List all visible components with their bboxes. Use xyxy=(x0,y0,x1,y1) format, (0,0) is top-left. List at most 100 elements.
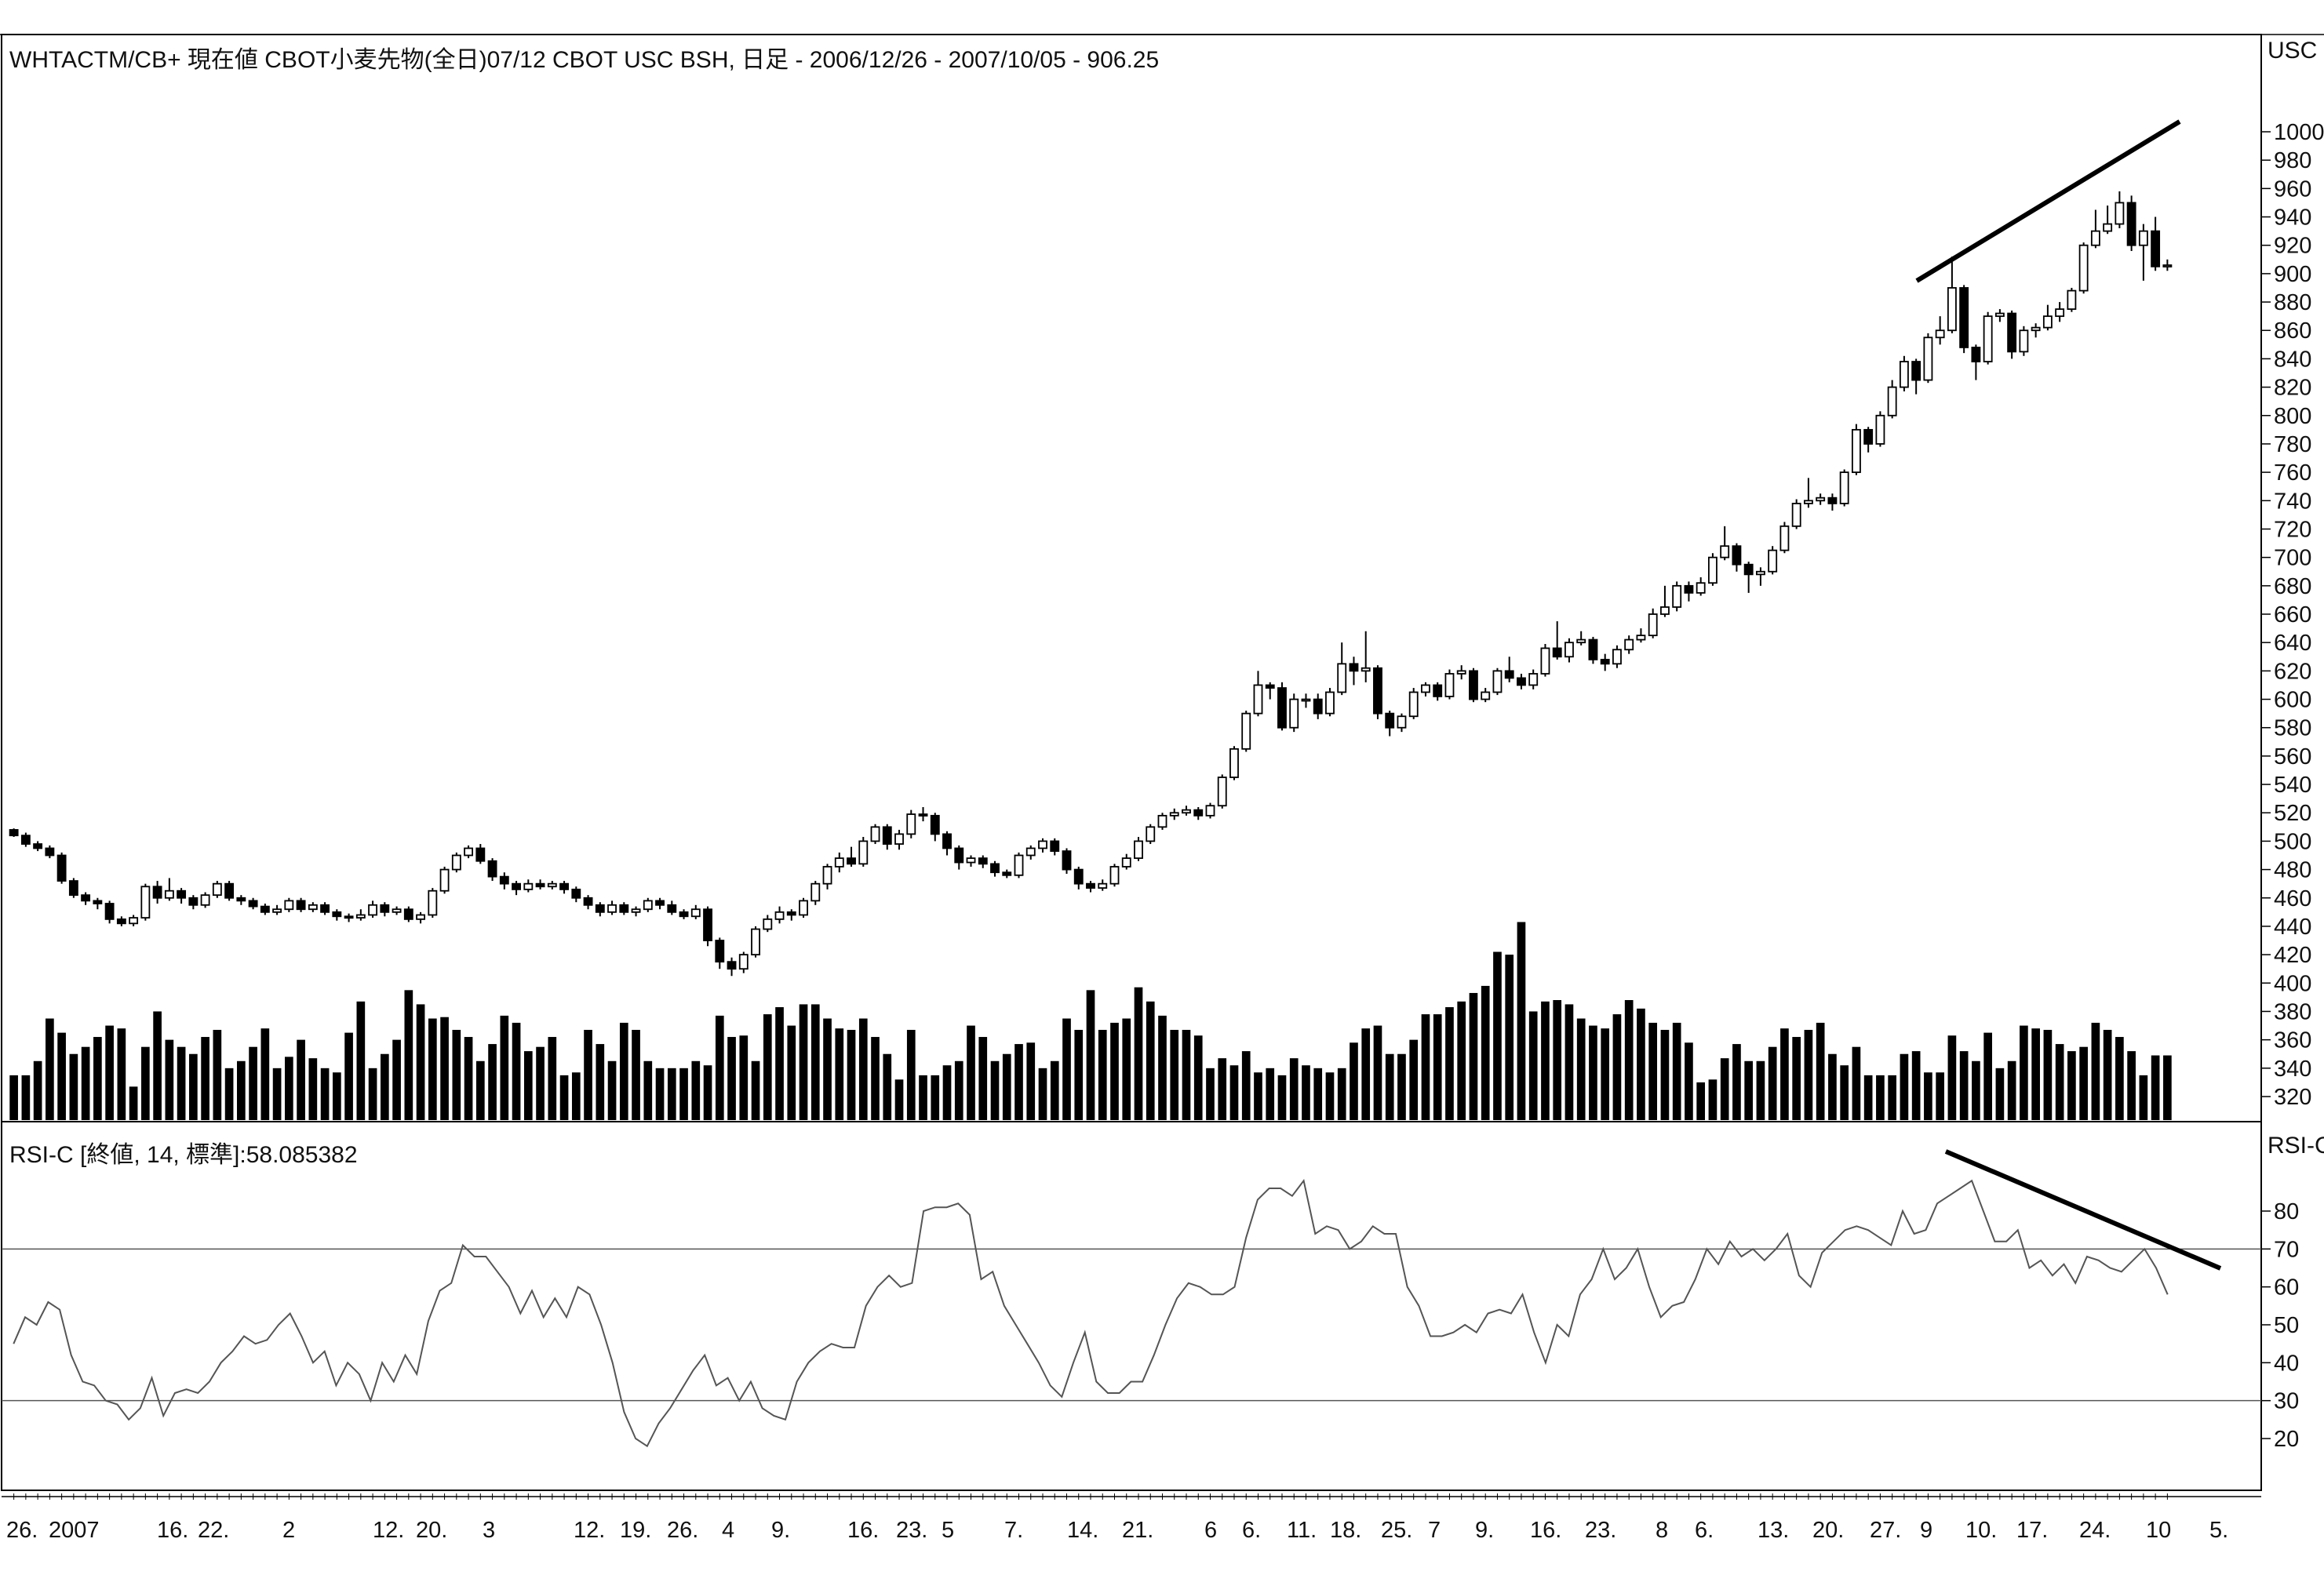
rsi-tick-label: 20 xyxy=(2274,1427,2299,1452)
candle-body xyxy=(416,914,426,920)
candle-body xyxy=(1301,698,1311,702)
candle-body xyxy=(1839,471,1849,504)
date-axis: 26. 2007 16. 22. 2 12. 20. 3 12. 19. 26. 4 9. 16. 23. 5… xyxy=(2,1493,2261,1543)
volume-bar xyxy=(500,1015,509,1120)
candle-body xyxy=(2151,230,2161,267)
volume-bar xyxy=(46,1018,54,1120)
price-tick-label: 980 xyxy=(2274,148,2311,173)
candle-body xyxy=(475,847,486,862)
date-tick-label: 21. xyxy=(1122,1518,1153,1543)
price-tick-label: 420 xyxy=(2274,943,2311,968)
candle-body xyxy=(1433,684,1443,697)
rsi-axis: 20 30 40 50 60 70 80 xyxy=(2,1199,2299,1452)
price-tick-label: 380 xyxy=(2274,999,2311,1024)
volume-bar xyxy=(2091,1022,2100,1120)
volume-bar xyxy=(1936,1072,1944,1120)
candle-body xyxy=(1959,287,1969,348)
volume-bar xyxy=(942,1065,952,1120)
volume-bar xyxy=(1206,1068,1215,1120)
date-tick-label: 7 xyxy=(1428,1518,1441,1543)
date-tick-label: 25. xyxy=(1381,1518,1412,1543)
volume-bar xyxy=(619,1022,628,1120)
volume-bar xyxy=(727,1037,736,1120)
date-tick-label: 16. xyxy=(157,1518,188,1543)
candle-body xyxy=(116,918,126,925)
price-tick-label: 680 xyxy=(2274,574,2311,599)
candle-body xyxy=(607,904,617,913)
candle-body xyxy=(1492,670,1503,693)
date-tick-label: 6 xyxy=(1204,1518,1217,1543)
rsi-tick-label: 50 xyxy=(2274,1313,2299,1338)
volume-bar xyxy=(919,1075,927,1120)
candle-body xyxy=(715,940,725,963)
price-tick-label: 600 xyxy=(2274,688,2311,713)
volume-bar xyxy=(21,1075,31,1120)
volume-bar xyxy=(632,1029,640,1120)
candle-body xyxy=(906,813,916,835)
candle-body xyxy=(93,900,103,904)
candle-body xyxy=(2115,202,2125,225)
candle-body xyxy=(1540,647,1550,675)
price-tick-label: 1000 xyxy=(2274,120,2324,145)
volume-bar xyxy=(117,1028,126,1120)
volume-bar xyxy=(1325,1072,1335,1120)
candle-body xyxy=(631,908,641,913)
volume-bar xyxy=(703,1065,712,1120)
volume-bar xyxy=(1528,1011,1538,1120)
volume-bar xyxy=(213,1029,222,1120)
volume-bar xyxy=(1589,1025,1597,1120)
candle-body xyxy=(1720,545,1730,558)
date-tick-label: 16. xyxy=(1530,1518,1561,1543)
date-tick-label: 14. xyxy=(1067,1518,1098,1543)
candle-body xyxy=(1851,428,1861,474)
volume-bar xyxy=(2103,1029,2112,1120)
candle-body xyxy=(1134,840,1143,860)
volume-bar xyxy=(201,1037,209,1120)
candle-body xyxy=(1265,684,1275,689)
volume-bar xyxy=(1660,1029,1670,1120)
date-tick-label: 2007 xyxy=(49,1518,100,1543)
date-tick-label: 9. xyxy=(771,1518,790,1543)
price-tick-label: 440 xyxy=(2274,915,2311,940)
volume-bar xyxy=(1361,1028,1371,1120)
candle-body xyxy=(224,882,235,899)
candle-body xyxy=(320,904,330,913)
date-tick-label: 19. xyxy=(620,1518,651,1543)
candle-body xyxy=(1456,670,1466,675)
volume-bar xyxy=(2007,1060,2016,1120)
date-tick-label: 20. xyxy=(416,1518,447,1543)
volume-bar xyxy=(1828,1053,1837,1120)
candle-body xyxy=(1313,698,1323,715)
price-tick-label: 780 xyxy=(2274,432,2311,457)
volume-bar xyxy=(9,1075,18,1120)
candle-body xyxy=(1707,556,1718,584)
price-tick-label: 660 xyxy=(2274,602,2311,627)
candle-body xyxy=(140,886,151,918)
volume-bar xyxy=(978,1037,988,1120)
candle-body xyxy=(1062,850,1072,871)
date-tick-label: 4 xyxy=(722,1518,734,1543)
candle-body xyxy=(188,897,199,906)
volume-bar xyxy=(1014,1044,1023,1120)
rsi-title: RSI-C [終値, 14, 標準]:58.085382 xyxy=(9,1142,358,1168)
candle-body xyxy=(655,900,665,906)
rsi-axis-label: RSI-C xyxy=(2268,1133,2324,1159)
volume-bar xyxy=(1350,1042,1358,1120)
candle-body xyxy=(690,908,701,918)
volume-bar xyxy=(715,1015,724,1120)
price-tick-label: 940 xyxy=(2274,206,2311,231)
date-tick-label: 5 xyxy=(942,1518,954,1543)
candle-body xyxy=(164,889,174,899)
volume-bar xyxy=(1637,1008,1645,1120)
candle-body xyxy=(1971,347,1981,362)
volume-bar xyxy=(165,1039,174,1120)
volume-bar xyxy=(847,1029,856,1120)
candle-body xyxy=(834,857,844,868)
volume-bar xyxy=(1433,1014,1442,1120)
candle-body xyxy=(104,903,115,920)
candle-body xyxy=(428,889,438,916)
volume-bar xyxy=(1038,1068,1047,1120)
volume-bar xyxy=(607,1060,617,1120)
candle-body xyxy=(547,882,557,888)
candle-body xyxy=(284,900,294,911)
